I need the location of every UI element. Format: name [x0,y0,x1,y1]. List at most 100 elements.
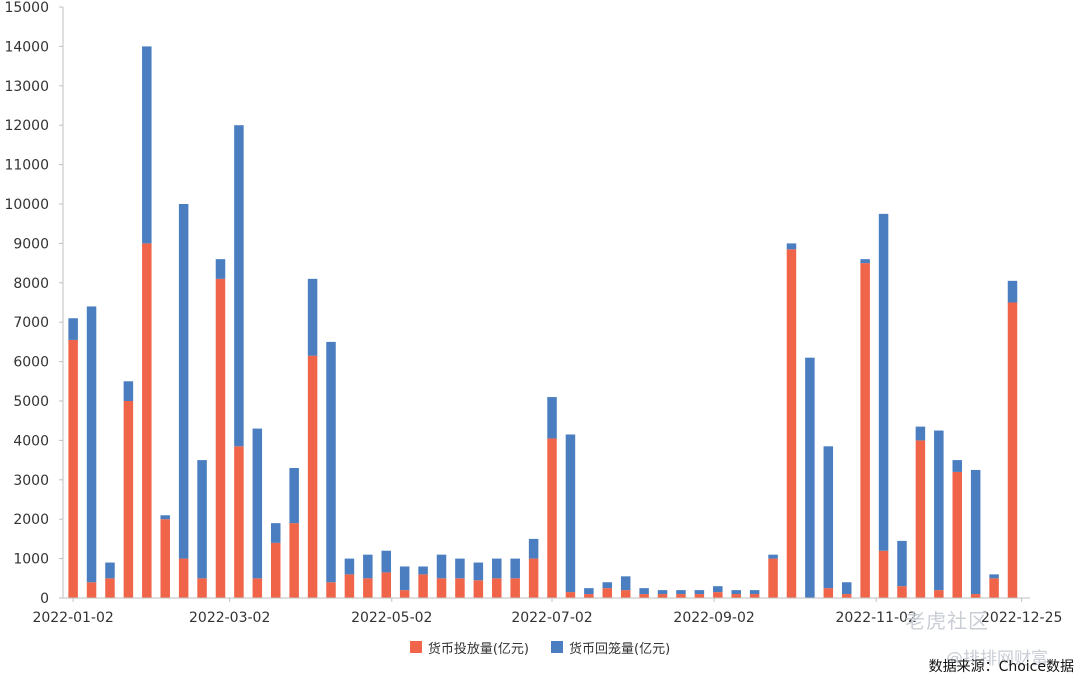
legend-item-supply: 货币投放量(亿元) [409,638,529,657]
bar-withdrawal [694,590,705,595]
legend-label-withdrawal: 货币回笼量(亿元) [569,641,671,657]
y-tick-label: 6000 [13,355,49,371]
y-tick-label: 3000 [13,473,49,489]
y-tick-label: 11000 [4,158,49,174]
bar-supply [510,578,520,598]
bar-supply [823,588,834,598]
bar-supply [178,558,189,598]
bar-withdrawal [897,540,907,587]
bar-withdrawal [1007,280,1018,303]
x-tick-label: 2022-11-02 [836,610,917,626]
bar-withdrawal [363,554,373,579]
bar-supply [68,339,78,598]
bar-supply [399,590,410,598]
watermark-handle: @排排网财富 [946,649,1048,669]
y-tick-label: 12000 [4,118,49,134]
bar-withdrawal [768,554,778,559]
legend-item-withdrawal: 货币回笼量(亿元) [551,638,670,657]
bar-withdrawal [860,259,870,264]
bar-withdrawal [270,523,281,543]
bar-supply [584,594,594,598]
y-tick-label: 14000 [4,39,49,55]
bar-supply [252,578,263,598]
bar-withdrawal [989,574,999,579]
bar-withdrawal [473,562,484,581]
bar-supply [749,594,760,598]
bar-supply [565,592,576,598]
bar-supply [105,578,115,598]
watermark-text: 老虎社区 [905,609,989,633]
bar-supply [326,582,336,598]
bar-withdrawal [178,204,189,559]
bar-supply [860,263,870,598]
bar-withdrawal [620,576,631,591]
x-axis: 2022-01-02 2022-03-02 2022-05-02 2022-07-02… [32,597,1062,626]
bar-supply [620,590,631,598]
x-tick-label: 2022-12-25 [981,610,1062,626]
bar-supply [86,582,97,598]
stacked-bar-chart: 0 1000 2000 3000 4000 5000 6000 7000 8000 9000 100… [4,0,1062,626]
bar-withdrawal [602,582,613,589]
bar-withdrawal [142,46,152,244]
bar-supply [1007,302,1018,598]
bar-supply [528,558,539,598]
bar-withdrawal [639,588,649,595]
bar-supply [970,594,981,598]
bar-withdrawal [234,125,244,447]
y-tick-label: 8000 [13,276,49,292]
bar-withdrawal [381,550,392,573]
bar-withdrawal [160,515,170,520]
bar-withdrawal [455,558,465,579]
bar-supply [602,588,613,598]
bar-withdrawal [436,554,447,579]
bar-withdrawal [547,397,557,439]
bar-supply [639,594,649,598]
y-tick-label: 4000 [13,433,49,449]
bar-supply [768,558,778,598]
bar-supply [492,578,502,598]
bar-supply [289,523,299,598]
bar-supply [234,446,244,598]
legend-swatch-supply [409,641,422,653]
bar-withdrawal [786,243,797,250]
bar-withdrawal [105,562,115,579]
bar-withdrawal [326,341,336,583]
source-note: 数据来源：Choice数据 [928,659,1074,675]
bar-withdrawal [713,586,723,593]
x-tick-label: 2022-05-02 [351,610,432,626]
bar-withdrawal [86,306,97,583]
bar-supply [418,574,428,598]
y-tick-label: 0 [40,591,49,607]
y-tick-label: 5000 [13,394,49,410]
y-axis: 0 1000 2000 3000 4000 5000 6000 7000 8000 9000 100… [4,0,64,607]
bar-withdrawal [418,566,428,575]
bar-supply [676,594,686,598]
bar-withdrawal [952,460,962,472]
x-tick-label: 2022-01-02 [32,610,113,626]
legend-swatch-withdrawal [551,641,563,653]
bar-withdrawal [584,588,594,595]
bar-supply [363,578,373,598]
bar-supply [123,401,134,598]
bar-withdrawal [215,259,226,279]
bar-supply [989,578,999,598]
bar-withdrawal [878,213,889,551]
bar-supply [270,542,281,598]
bar-supply [547,438,557,598]
bar-supply [215,278,226,598]
bar-withdrawal [823,446,834,589]
legend-label-supply: 货币投放量(亿元) [427,641,529,657]
y-tick-label: 13000 [4,79,49,95]
bar-supply [455,578,465,598]
bar-supply [142,243,152,598]
bar-withdrawal [528,538,539,559]
y-tick-label: 10000 [4,197,49,213]
y-tick-label: 7000 [13,315,49,331]
bar-supply [786,249,797,598]
bar-withdrawal [565,434,576,593]
bar-supply [197,578,207,598]
bar-supply [381,572,392,598]
bar-withdrawal [307,278,318,356]
bar-supply [841,594,852,598]
y-tick-label: 9000 [13,236,49,252]
